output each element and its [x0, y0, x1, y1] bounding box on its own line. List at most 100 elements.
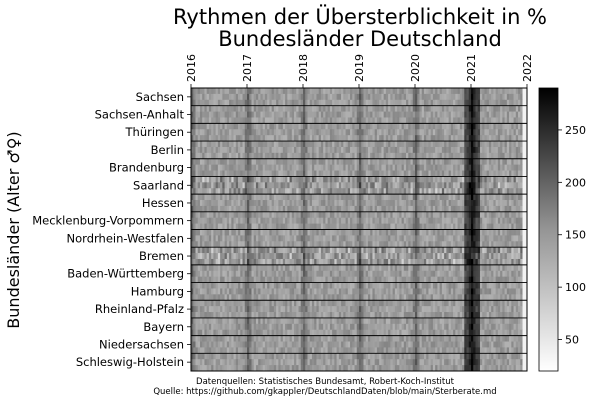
heatmap-cell [267, 129, 270, 136]
heatmap-cell [372, 229, 376, 236]
heatmap-cell [341, 211, 344, 219]
heatmap-cell [448, 276, 452, 283]
heatmap-cell [336, 88, 340, 95]
heatmap-cell [408, 88, 411, 95]
heatmap-cell [376, 182, 380, 189]
heatmap-cell [475, 146, 479, 154]
heatmap-cell [320, 117, 324, 124]
heatmap-cell [264, 123, 268, 130]
heatmap-cell [426, 270, 429, 278]
heatmap-cell [486, 205, 490, 213]
heatmap-cell [491, 247, 494, 254]
heatmap-cell [323, 105, 326, 112]
heatmap-cell [332, 276, 335, 283]
heatmap-cell [435, 152, 438, 160]
heatmap-cell [282, 152, 286, 160]
heatmap-cell [374, 264, 378, 272]
heatmap-cell [513, 235, 517, 242]
heatmap-cell [327, 235, 331, 242]
heatmap-cell [235, 270, 239, 278]
heatmap-cell [385, 146, 389, 154]
heatmap-cell [408, 170, 411, 177]
heatmap-cell [197, 164, 201, 171]
heatmap-cell [495, 270, 499, 278]
heatmap-cell [367, 129, 371, 136]
heatmap-cell [307, 182, 311, 189]
heatmap-cell [376, 123, 380, 130]
heatmap-cell [511, 105, 514, 112]
heatmap-cell [323, 135, 326, 142]
heatmap-cell [204, 223, 208, 230]
heatmap-cell [450, 229, 454, 236]
heatmap-cell [336, 276, 340, 283]
heatmap-cell [206, 205, 210, 213]
heatmap-cell [401, 170, 405, 177]
heatmap-cell [383, 88, 387, 95]
heatmap-cell [244, 93, 248, 101]
heatmap-cell [491, 229, 494, 236]
heatmap-cell [397, 88, 400, 95]
heatmap-cell [314, 223, 317, 230]
heatmap-cell [491, 235, 494, 242]
heatmap-cell [359, 164, 362, 171]
heatmap-cell [244, 164, 248, 171]
heatmap-cell [305, 205, 308, 213]
heatmap-cell [193, 141, 196, 148]
heatmap-cell [372, 129, 376, 136]
heatmap-cell [515, 129, 519, 136]
heatmap-cell [426, 176, 429, 183]
heatmap-cell [421, 176, 425, 183]
heatmap-cell [356, 258, 360, 266]
heatmap-cell [397, 247, 400, 254]
heatmap-cell [415, 123, 418, 130]
heatmap-cell [412, 105, 416, 112]
heatmap-cell [217, 117, 221, 124]
heatmap-cell [327, 276, 331, 283]
heatmap-cell [437, 200, 440, 207]
heatmap-cell [448, 93, 452, 101]
heatmap-cell [352, 111, 355, 118]
heatmap-cell [410, 117, 414, 124]
heatmap-cell [211, 182, 214, 189]
heatmap-cell [428, 146, 432, 154]
heatmap-cell [491, 205, 494, 213]
heatmap-cell [336, 217, 340, 224]
heatmap-cell [475, 194, 479, 201]
heatmap-cell [502, 247, 505, 254]
heatmap-cell [388, 235, 391, 242]
heatmap-cell [278, 276, 281, 283]
heatmap-cell [329, 276, 333, 283]
heatmap-cell [329, 141, 333, 148]
heatmap-cell [491, 158, 494, 165]
heatmap-cell [497, 135, 501, 142]
heatmap-cell [473, 270, 476, 278]
heatmap-cell [287, 105, 290, 112]
heatmap-cell [260, 105, 264, 112]
heatmap-cell [383, 247, 387, 254]
heatmap-cell [486, 105, 490, 112]
heatmap-cell [522, 182, 526, 189]
heatmap-cell [495, 164, 499, 171]
heatmap-cell [341, 253, 344, 260]
heatmap-cell [247, 276, 250, 283]
heatmap-cell [504, 217, 508, 224]
heatmap-cell [412, 223, 416, 230]
heatmap-cell [307, 146, 311, 154]
heatmap-cell [215, 188, 219, 195]
heatmap-cell [397, 270, 400, 278]
heatmap-cell [475, 129, 479, 136]
heatmap-cell [518, 200, 521, 207]
heatmap-cell [303, 141, 306, 148]
heatmap-cell [372, 93, 376, 101]
heatmap-cell [318, 93, 322, 101]
heatmap-cell [352, 93, 355, 101]
heatmap-cell [258, 258, 261, 266]
heatmap-cell [327, 264, 331, 272]
heatmap-cell [298, 88, 302, 95]
heatmap-cell [206, 88, 210, 95]
heatmap-cell [471, 117, 474, 124]
heatmap-cell [520, 247, 523, 254]
heatmap-cell [417, 235, 420, 242]
heatmap-cell [325, 188, 328, 195]
heatmap-cell [226, 170, 230, 177]
